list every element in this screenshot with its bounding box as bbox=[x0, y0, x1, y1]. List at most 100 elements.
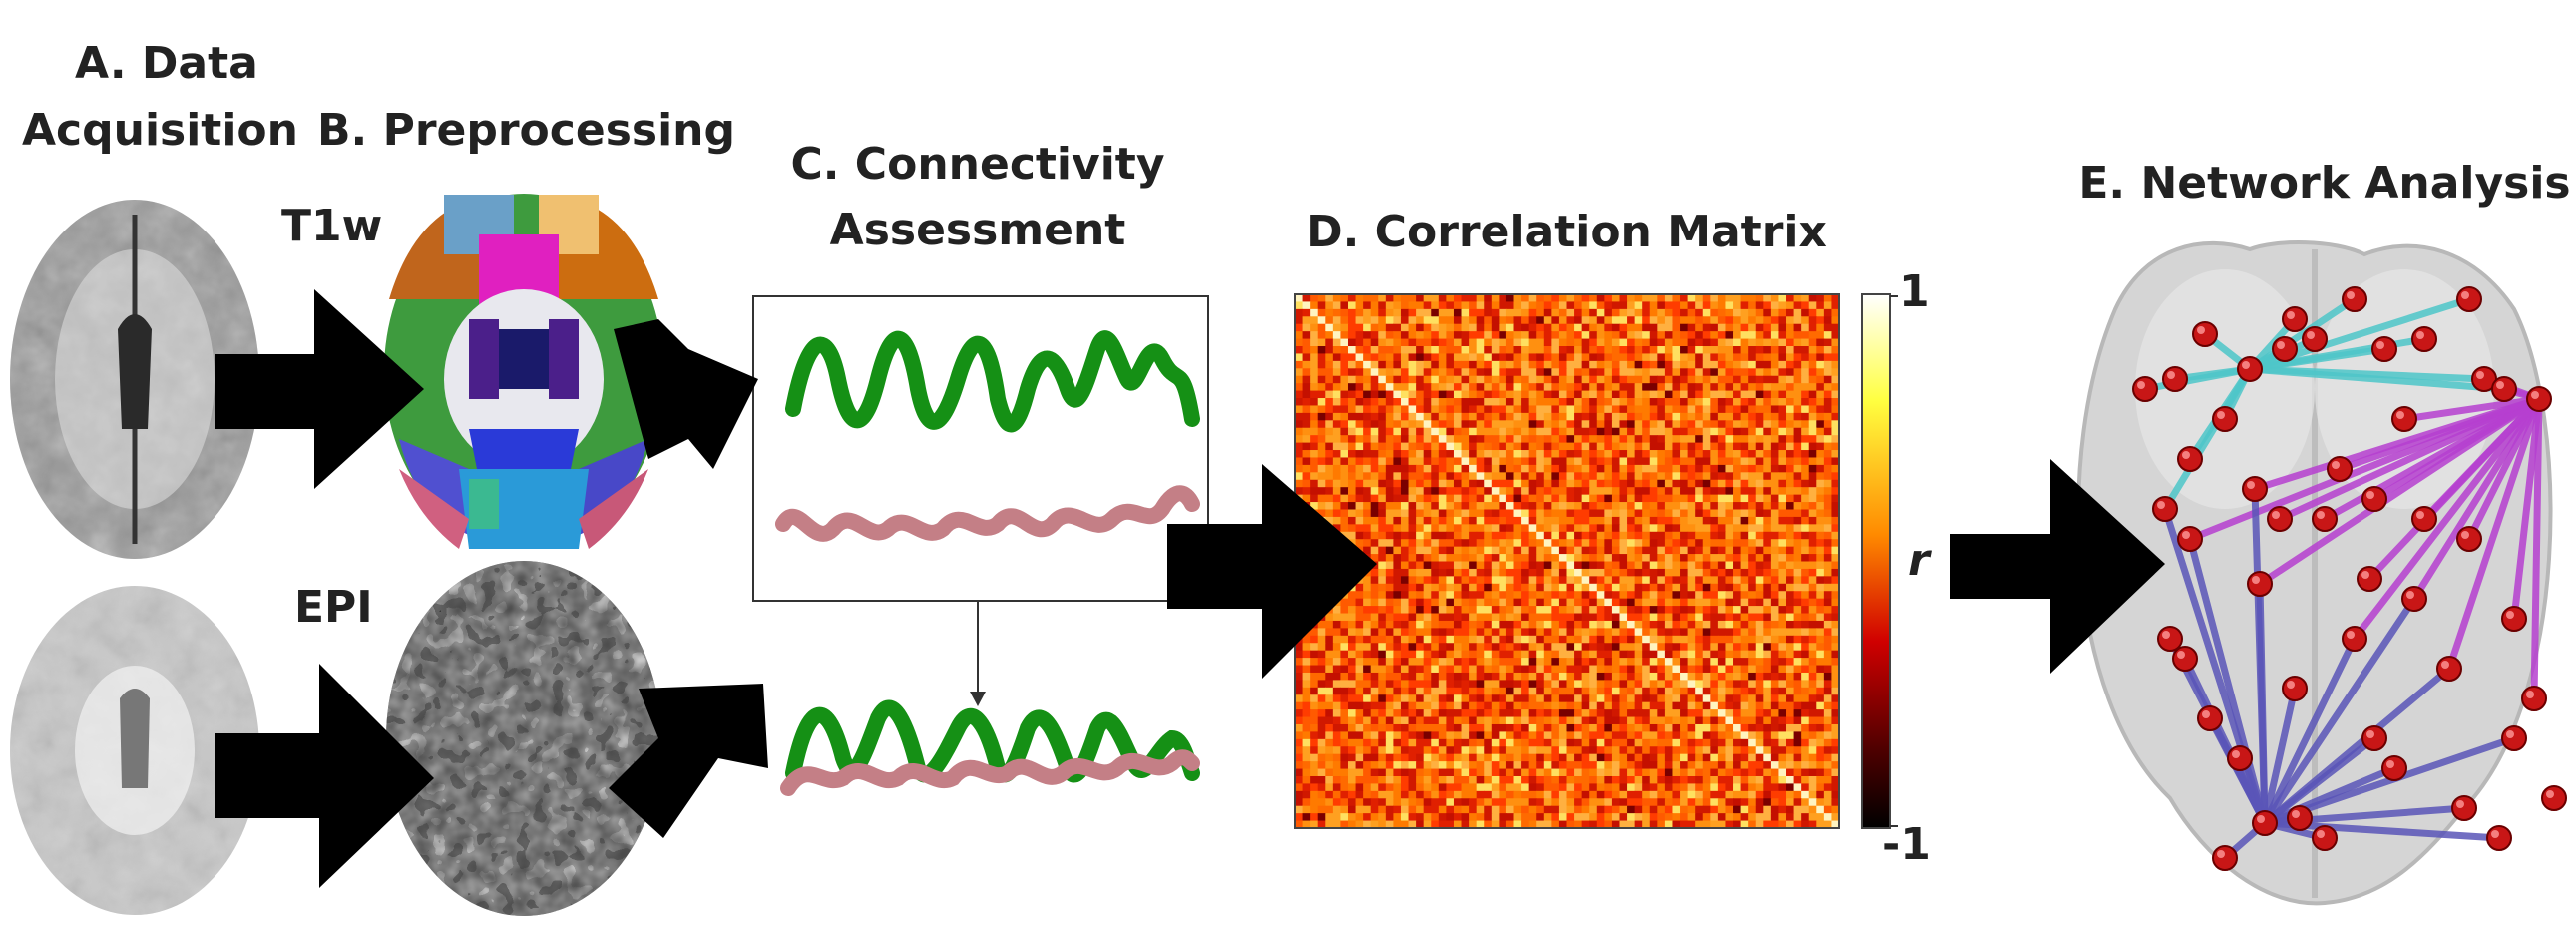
network-node bbox=[2456, 286, 2482, 312]
network-node bbox=[2357, 566, 2382, 592]
network-node-highlight bbox=[2366, 730, 2374, 738]
network-node-highlight bbox=[2202, 710, 2210, 718]
network-edge bbox=[2510, 395, 2543, 623]
network-node-highlight bbox=[2406, 591, 2414, 599]
network-node bbox=[2152, 496, 2178, 522]
network-node-highlight bbox=[2461, 531, 2469, 539]
network-node-highlight bbox=[2272, 511, 2280, 519]
brain-network-icon bbox=[2076, 240, 2567, 906]
network-node-highlight bbox=[2317, 830, 2325, 838]
network-node-highlight bbox=[2292, 810, 2300, 818]
network-node bbox=[2212, 845, 2238, 871]
network-node bbox=[2361, 486, 2387, 512]
network-nodes bbox=[2132, 286, 2567, 871]
network-node-highlight bbox=[2197, 326, 2205, 334]
network-node-highlight bbox=[2332, 461, 2340, 469]
green-signal-top bbox=[785, 330, 1200, 433]
network-node bbox=[2242, 476, 2268, 502]
network-node bbox=[2521, 686, 2547, 711]
t1w-label: T1w bbox=[281, 201, 383, 251]
network-node-highlight bbox=[2361, 571, 2369, 579]
network-node-highlight bbox=[2307, 331, 2315, 339]
network-edge bbox=[2251, 485, 2269, 827]
connectivity-box bbox=[752, 295, 1209, 796]
network-node bbox=[2212, 406, 2238, 432]
network-node-highlight bbox=[2182, 451, 2190, 459]
network-node bbox=[2401, 586, 2427, 612]
network-node bbox=[2541, 785, 2567, 811]
network-node-highlight bbox=[2167, 371, 2175, 379]
network-edge bbox=[2261, 635, 2359, 827]
pink-signal-bottom bbox=[780, 749, 1200, 796]
network-node bbox=[2267, 506, 2293, 532]
network-node-highlight bbox=[2476, 371, 2484, 379]
network-edge bbox=[2445, 395, 2543, 673]
network-node-highlight bbox=[2157, 501, 2165, 509]
network-node-highlight bbox=[2441, 661, 2449, 669]
network-node bbox=[2272, 336, 2298, 362]
network-node-highlight bbox=[2182, 531, 2190, 539]
correlation-matrix bbox=[1294, 293, 1840, 829]
network-node-highlight bbox=[2217, 411, 2225, 419]
network-node-highlight bbox=[2317, 511, 2325, 519]
network-node-highlight bbox=[2242, 361, 2250, 369]
network-node-highlight bbox=[2347, 291, 2355, 299]
network-edge bbox=[2261, 685, 2299, 827]
stage-d-title: D. Correlation Matrix bbox=[1306, 207, 1827, 257]
network-node bbox=[2312, 825, 2338, 851]
network-edge bbox=[2410, 395, 2543, 603]
network-node-highlight bbox=[2177, 651, 2185, 659]
network-node-highlight bbox=[2376, 341, 2384, 349]
network-node bbox=[2411, 506, 2437, 532]
network-edge bbox=[2276, 395, 2543, 523]
stage-a-title-line1: A. Data bbox=[75, 38, 258, 89]
colorbar-r-label: r bbox=[1908, 535, 1930, 586]
network-node bbox=[2177, 446, 2203, 472]
stage-a-title-line2: Acquisition bbox=[22, 105, 298, 156]
arrow-a-to-b-bottom bbox=[215, 664, 434, 888]
network-node-highlight bbox=[2416, 331, 2424, 339]
network-node bbox=[2327, 456, 2353, 482]
network-node-highlight bbox=[2137, 381, 2145, 389]
network-edge bbox=[2186, 535, 2269, 827]
network-node bbox=[2162, 366, 2188, 392]
network-node-highlight bbox=[2252, 576, 2260, 584]
network-node bbox=[2491, 376, 2517, 402]
colorbar-max-label: 1 bbox=[1899, 266, 1930, 317]
network-node bbox=[2361, 725, 2387, 751]
network-node bbox=[2312, 506, 2338, 532]
network-node-highlight bbox=[2396, 411, 2404, 419]
network-node-highlight bbox=[2491, 830, 2499, 838]
network-node-highlight bbox=[2162, 631, 2170, 639]
network-node-highlight bbox=[2287, 311, 2295, 319]
network-node bbox=[2192, 321, 2218, 347]
network-node bbox=[2501, 606, 2527, 632]
network-node-highlight bbox=[2461, 291, 2469, 299]
network-edge bbox=[2261, 595, 2418, 827]
stage-c-title-line1: C. Connectivity bbox=[790, 139, 1165, 190]
network-edge bbox=[2251, 395, 2543, 493]
network-edge bbox=[2530, 395, 2543, 702]
matrix-cells bbox=[1295, 294, 1840, 829]
network-node bbox=[2342, 286, 2367, 312]
network-node-highlight bbox=[2232, 750, 2240, 758]
arrow-c-to-d bbox=[1167, 464, 1377, 679]
network-node-highlight bbox=[2456, 800, 2464, 808]
network-node bbox=[2227, 745, 2253, 771]
network-node-highlight bbox=[2217, 850, 2225, 858]
network-node-highlight bbox=[2496, 381, 2504, 389]
network-edge bbox=[2246, 365, 2508, 393]
arrow-b-to-c-bottom bbox=[609, 684, 768, 838]
arrow-a-to-b-top bbox=[215, 289, 424, 489]
network-node-highlight bbox=[2347, 631, 2355, 639]
network-node bbox=[2436, 656, 2462, 682]
network-node bbox=[2486, 825, 2512, 851]
arrow-d-to-e bbox=[1950, 459, 2165, 674]
network-edge bbox=[2246, 295, 2359, 373]
network-node bbox=[2282, 306, 2308, 332]
stage-c-title-line2: Assessment bbox=[829, 205, 1126, 255]
network-edge bbox=[2365, 395, 2543, 583]
network-node bbox=[2526, 386, 2552, 412]
network-node bbox=[2451, 795, 2477, 821]
network-node-highlight bbox=[2277, 341, 2285, 349]
